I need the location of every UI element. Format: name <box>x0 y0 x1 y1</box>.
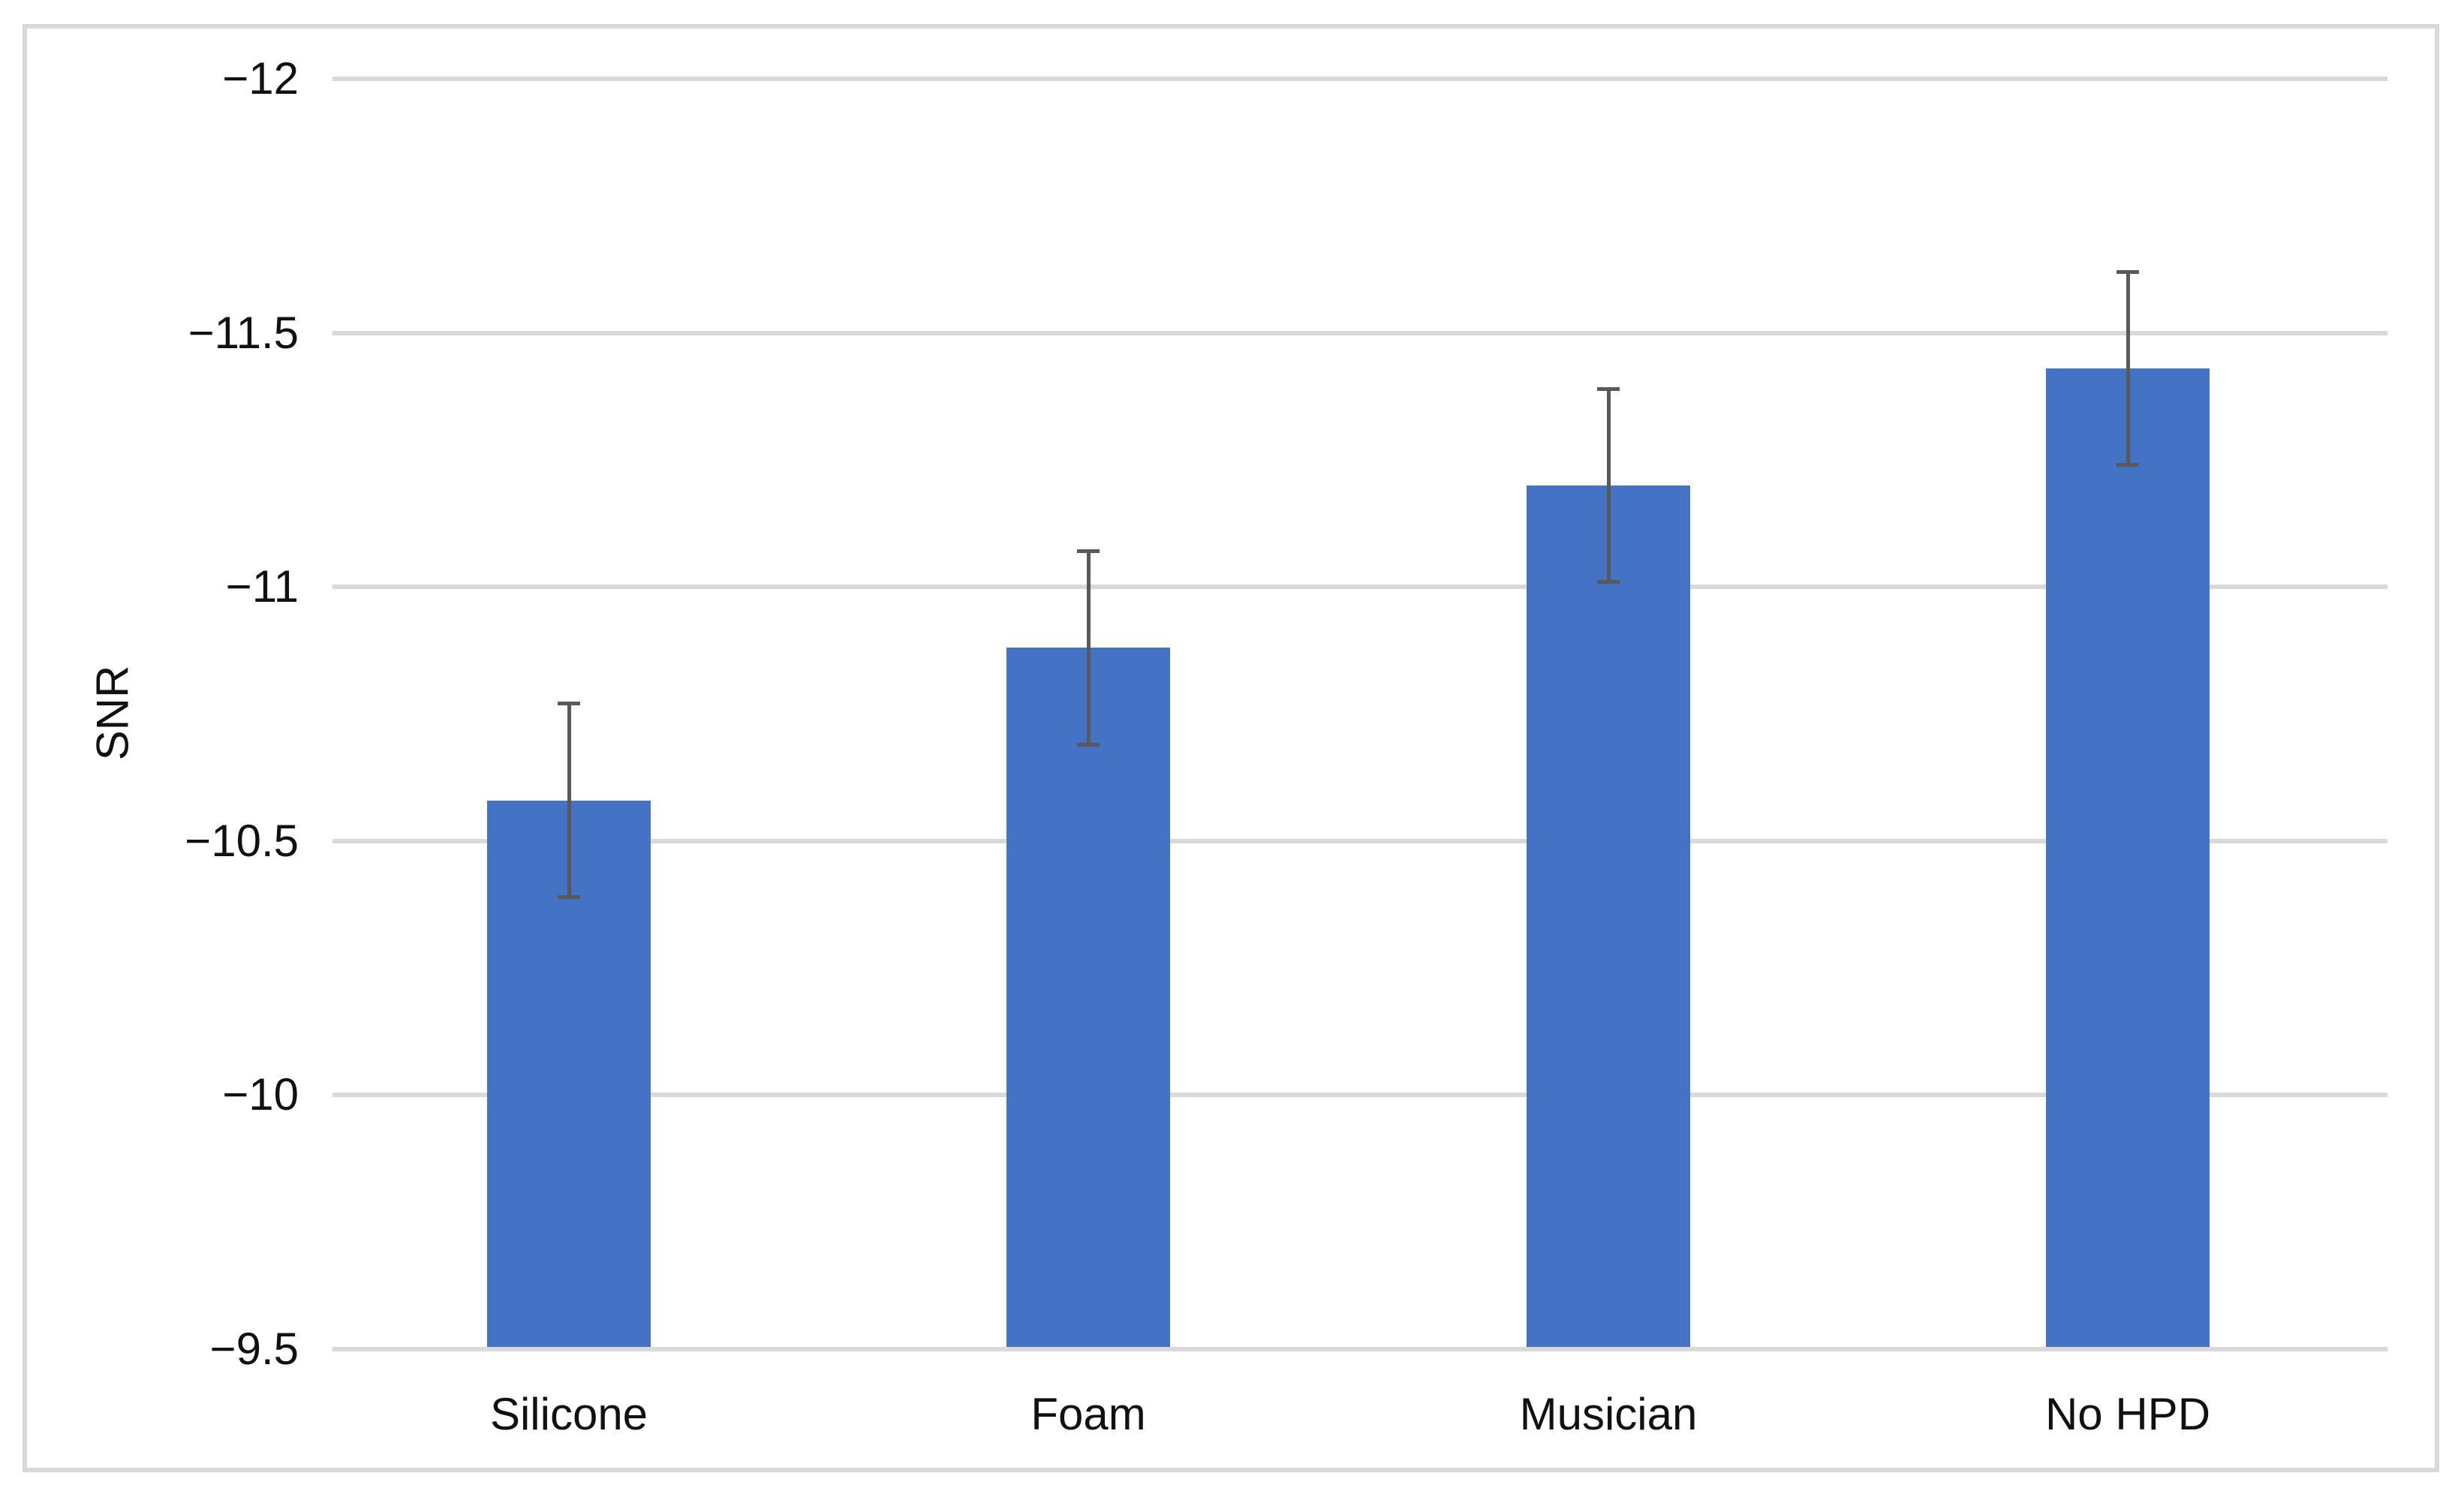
y-axis-tick-label: −12 <box>222 53 299 104</box>
gridline <box>332 77 2387 81</box>
x-axis-label: Foam <box>1030 1389 1146 1439</box>
y-axis-tick-label: −10 <box>222 1069 299 1120</box>
error-bar-cap <box>558 895 580 899</box>
bar-musician <box>1527 485 1690 1347</box>
error-bar-cap <box>558 702 580 705</box>
error-bar-cap <box>1077 549 1100 553</box>
y-axis-tick-label: −11.5 <box>188 308 299 358</box>
error-bar-cap <box>2117 463 2139 467</box>
error-bar-cap <box>1597 580 1620 584</box>
chart-border <box>23 24 2439 1472</box>
y-axis-tick-label: −10.5 <box>185 816 299 866</box>
gridline <box>332 585 2387 589</box>
bar-foam <box>1006 648 1170 1347</box>
gridline <box>332 1093 2387 1097</box>
bar-no-hpd <box>2046 368 2210 1347</box>
gridline <box>332 331 2387 335</box>
error-bar-whisker <box>567 704 571 897</box>
error-bar-whisker <box>1087 552 1091 744</box>
error-bar-whisker <box>2126 272 2130 464</box>
error-bar-cap <box>2117 270 2139 274</box>
gridline <box>332 839 2387 843</box>
x-axis-label: Silicone <box>489 1389 648 1439</box>
y-axis-tick-label: −11 <box>225 561 299 612</box>
x-axis-label: No HPD <box>2044 1389 2211 1439</box>
error-bar-whisker <box>1607 389 1611 582</box>
y-axis-tick-label: −9.5 <box>209 1324 299 1374</box>
error-bar-cap <box>1597 387 1620 391</box>
error-bar-cap <box>1077 743 1100 747</box>
y-axis-title: SNR <box>87 665 138 761</box>
x-axis-label: Musician <box>1519 1389 1698 1439</box>
gridline <box>332 1347 2387 1351</box>
